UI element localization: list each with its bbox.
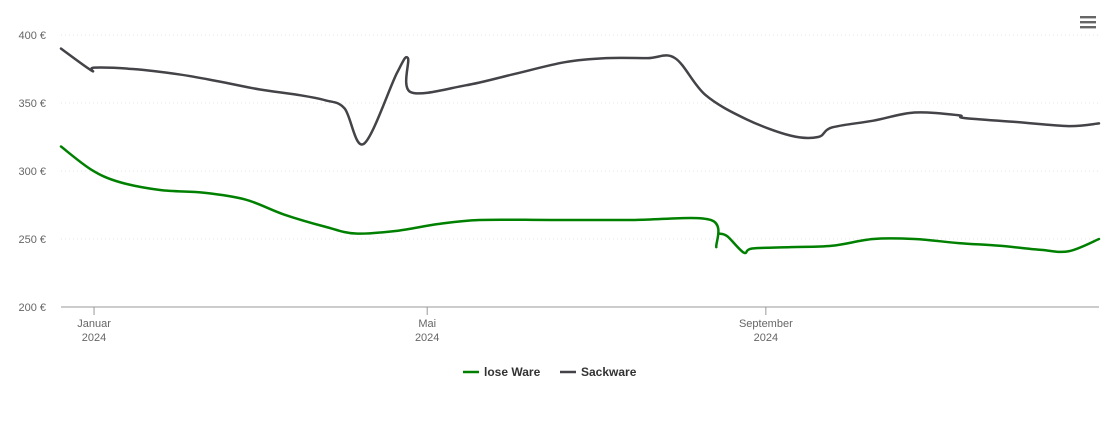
series-line-lose-ware[interactable] [59,145,720,249]
hamburger-line-bottom [1080,26,1096,29]
legend-item-sackware[interactable]: Sackware [560,365,637,379]
series-lose-ware[interactable] [59,145,1101,255]
legend-label: Sackware [581,365,637,379]
series-sackware[interactable] [59,47,1101,146]
legend[interactable]: lose Ware Sackware [463,365,637,379]
hamburger-line-top [1080,16,1096,19]
y-axis: 200 € 250 € 300 € 350 € 400 € [18,30,46,314]
x-tick-label-year: 2024 [415,332,439,344]
x-tick-label-month: Mai [418,318,436,330]
y-tick-label: 400 € [18,30,46,42]
y-tick-label: 300 € [18,166,46,178]
x-tick-label-month: Januar [77,318,111,330]
grid-layer [61,34,1099,240]
series-line-lose-ware[interactable] [717,232,1101,255]
y-tick-label: 250 € [18,234,46,246]
x-axis: Januar 2024 Mai 2024 September 2024 [61,306,1099,344]
y-tick-label: 200 € [18,302,46,314]
chart-menu-button[interactable] [1079,14,1097,30]
x-tick-label-year: 2024 [82,332,106,344]
x-tick-label-year: 2024 [754,332,778,344]
legend-label: lose Ware [484,365,541,379]
legend-item-lose-ware[interactable]: lose Ware [463,365,541,379]
series-layer [59,47,1101,255]
y-tick-label: 350 € [18,98,46,110]
hamburger-line-middle [1080,21,1096,24]
x-tick-label-month: September [739,318,793,330]
series-line-sackware[interactable] [59,47,1101,146]
